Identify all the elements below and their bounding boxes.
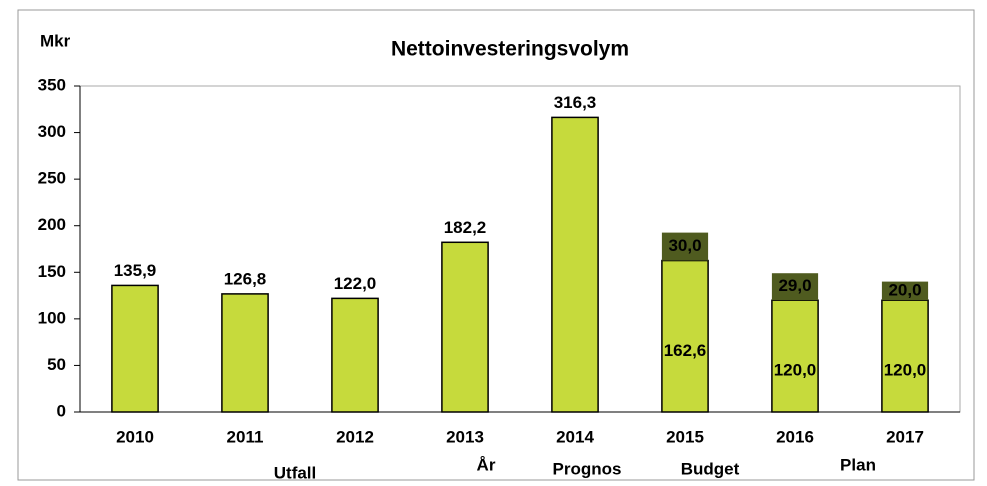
bar-segment: [661, 259, 709, 413]
x-axis-label: År: [477, 455, 496, 474]
x-tick-label: 2014: [556, 427, 594, 446]
bar-segment: [331, 297, 379, 413]
y-axis-label: Mkr: [40, 31, 71, 50]
bar-segment: [881, 281, 929, 301]
x-tick-label: 2015: [666, 427, 704, 446]
bar-segment: [771, 273, 819, 301]
bar-segment: [441, 241, 489, 413]
data-label: 30,0: [668, 236, 701, 255]
y-tick-label: 350: [38, 75, 66, 94]
annotation: Budget: [681, 459, 740, 478]
data-label: 182,2: [444, 218, 487, 237]
chart-title: Nettoinvesteringsvolym: [391, 38, 629, 61]
bar-segment: [881, 299, 929, 413]
y-tick-label: 300: [38, 122, 66, 141]
y-tick-label: 200: [38, 215, 66, 234]
annotation: Plan: [840, 455, 876, 474]
x-tick-label: 2011: [227, 427, 264, 446]
annotation: Prognos: [553, 459, 622, 478]
data-label: 122,0: [334, 274, 377, 293]
data-label: 20,0: [888, 280, 921, 299]
x-tick-label: 2016: [776, 427, 814, 446]
x-tick-label: 2017: [886, 427, 924, 446]
x-tick-label: 2012: [336, 427, 374, 446]
bar-segment: [111, 284, 159, 413]
bar-segment: [661, 232, 709, 261]
x-tick-label: 2010: [116, 427, 154, 446]
bar-segment: [771, 299, 819, 413]
annotation: Utfall: [274, 463, 317, 482]
data-label: 29,0: [778, 276, 811, 295]
data-label: 135,9: [114, 261, 157, 280]
bar-segment: [221, 293, 269, 413]
plot-area: [79, 85, 961, 413]
x-tick-label: 2013: [446, 427, 484, 446]
data-label: 120,0: [884, 361, 927, 380]
y-tick-label: 250: [38, 169, 66, 188]
data-label: 162,6: [664, 341, 707, 360]
y-tick-label: 100: [38, 308, 66, 327]
y-tick-label: 150: [38, 262, 66, 281]
y-tick-label: 0: [57, 401, 66, 420]
y-tick-label: 50: [47, 355, 66, 374]
data-label: 316,3: [554, 93, 597, 112]
data-label: 126,8: [224, 269, 267, 288]
data-label: 120,0: [774, 361, 817, 380]
frame: [17, 9, 975, 481]
bar-segment: [551, 116, 599, 413]
